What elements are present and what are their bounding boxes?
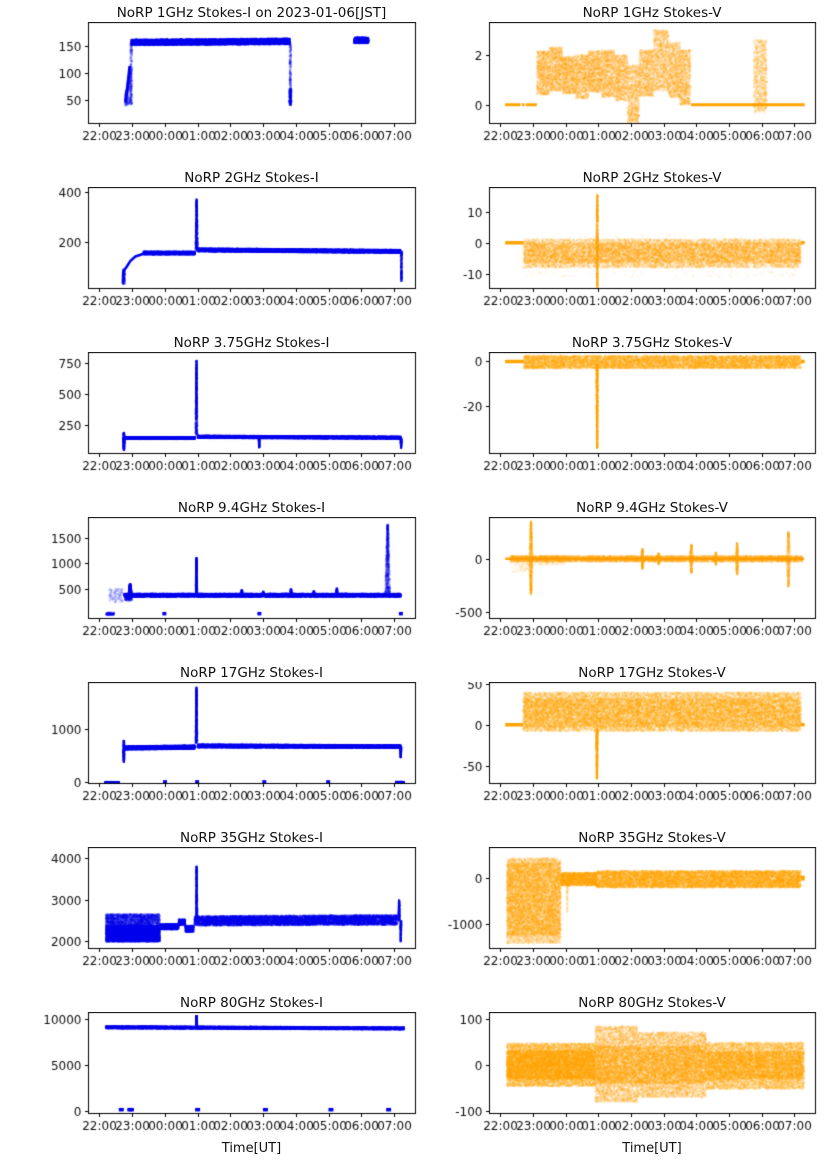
subplot-title-9-4ghz-i: NoRP 9.4GHz Stokes-I [177, 500, 326, 516]
subplot-17ghz-stokes-v: NoRP 17GHz Stokes-V [430, 660, 827, 825]
chart-canvas-3-75ghz-stokes-i [0, 352, 430, 483]
subplot-title-35ghz-i: NoRP 35GHz Stokes-I [180, 830, 323, 846]
row-1ghz: NoRP 1GHz Stokes-I on 2023-01-06[JST] Fl… [0, 0, 827, 165]
subplot-title-3-75ghz-v: NoRP 3.75GHz Stokes-V [571, 335, 733, 351]
row-35ghz: NoRP 35GHz Stokes-I Flux [SFU] NoRP 35GH… [0, 825, 827, 990]
chart-canvas-35ghz-stokes-v [430, 847, 827, 978]
subplot-9-4ghz-stokes-v: NoRP 9.4GHz Stokes-V [430, 495, 827, 660]
subplot-title-17ghz-v: NoRP 17GHz Stokes-V [578, 665, 726, 681]
subplot-3-75ghz-stokes-v: NoRP 3.75GHz Stokes-V [430, 330, 827, 495]
chart-canvas-1ghz-stokes-i [0, 22, 430, 153]
row-3-75ghz: NoRP 3.75GHz Stokes-I Flux [SFU] NoRP 3.… [0, 330, 827, 495]
x-axis-label-left: Time[UT] [221, 1141, 282, 1156]
chart-canvas-2ghz-stokes-i [0, 187, 430, 318]
subplot-17ghz-stokes-i: NoRP 17GHz Stokes-I Flux [SFU] [0, 660, 430, 825]
chart-canvas-80ghz-stokes-i [0, 1012, 430, 1143]
subplot-title-17ghz-i: NoRP 17GHz Stokes-I [180, 665, 323, 681]
subplot-80ghz-stokes-i: NoRP 80GHz Stokes-I Flux [SFU] Time[UT] [0, 990, 430, 1169]
chart-canvas-17ghz-stokes-i [0, 682, 430, 813]
chart-canvas-9-4ghz-stokes-i [0, 517, 430, 648]
subplot-title-1ghz-v: NoRP 1GHz Stokes-V [582, 5, 722, 21]
chart-canvas-9-4ghz-stokes-v [430, 517, 827, 648]
row-17ghz: NoRP 17GHz Stokes-I Flux [SFU] NoRP 17GH… [0, 660, 827, 825]
subplot-title-80ghz-v: NoRP 80GHz Stokes-V [578, 995, 726, 1011]
subplot-9-4ghz-stokes-i: NoRP 9.4GHz Stokes-I Flux [SFU] [0, 495, 430, 660]
row-2ghz: NoRP 2GHz Stokes-I Flux [SFU] NoRP 2GHz … [0, 165, 827, 330]
subplot-title-1ghz-i: NoRP 1GHz Stokes-I on 2023-01-06[JST] [116, 5, 387, 21]
subplot-title-2ghz-i: NoRP 2GHz Stokes-I [184, 170, 319, 186]
subplot-1ghz-stokes-i: NoRP 1GHz Stokes-I on 2023-01-06[JST] Fl… [0, 0, 430, 165]
subplot-title-2ghz-v: NoRP 2GHz Stokes-V [582, 170, 722, 186]
subplot-1ghz-stokes-v: NoRP 1GHz Stokes-V [430, 0, 827, 165]
x-axis-label-right: Time[UT] [622, 1141, 682, 1156]
chart-canvas-80ghz-stokes-v [430, 1012, 827, 1143]
subplot-2ghz-stokes-i: NoRP 2GHz Stokes-I Flux [SFU] [0, 165, 430, 330]
subplot-title-80ghz-i: NoRP 80GHz Stokes-I [180, 995, 323, 1011]
subplot-title-35ghz-v: NoRP 35GHz Stokes-V [578, 830, 726, 846]
chart-canvas-35ghz-stokes-i [0, 847, 430, 978]
subplot-3-75ghz-stokes-i: NoRP 3.75GHz Stokes-I Flux [SFU] [0, 330, 430, 495]
subplot-title-9-4ghz-v: NoRP 9.4GHz Stokes-V [576, 500, 728, 516]
chart-canvas-1ghz-stokes-v [430, 22, 827, 153]
chart-canvas-17ghz-stokes-v [430, 682, 827, 813]
chart-canvas-2ghz-stokes-v [430, 187, 827, 318]
subplot-35ghz-stokes-v: NoRP 35GHz Stokes-V [430, 825, 827, 990]
subplot-35ghz-stokes-i: NoRP 35GHz Stokes-I Flux [SFU] [0, 825, 430, 990]
row-80ghz: NoRP 80GHz Stokes-I Flux [SFU] Time[UT] … [0, 990, 827, 1169]
subplot-title-3-75ghz-i: NoRP 3.75GHz Stokes-I [173, 335, 330, 351]
chart-canvas-3-75ghz-stokes-v [430, 352, 827, 483]
subplot-80ghz-stokes-v: NoRP 80GHz Stokes-V Time[UT] [430, 990, 827, 1169]
row-9-4ghz: NoRP 9.4GHz Stokes-I Flux [SFU] NoRP 9.4… [0, 495, 827, 660]
subplot-2ghz-stokes-v: NoRP 2GHz Stokes-V [430, 165, 827, 330]
